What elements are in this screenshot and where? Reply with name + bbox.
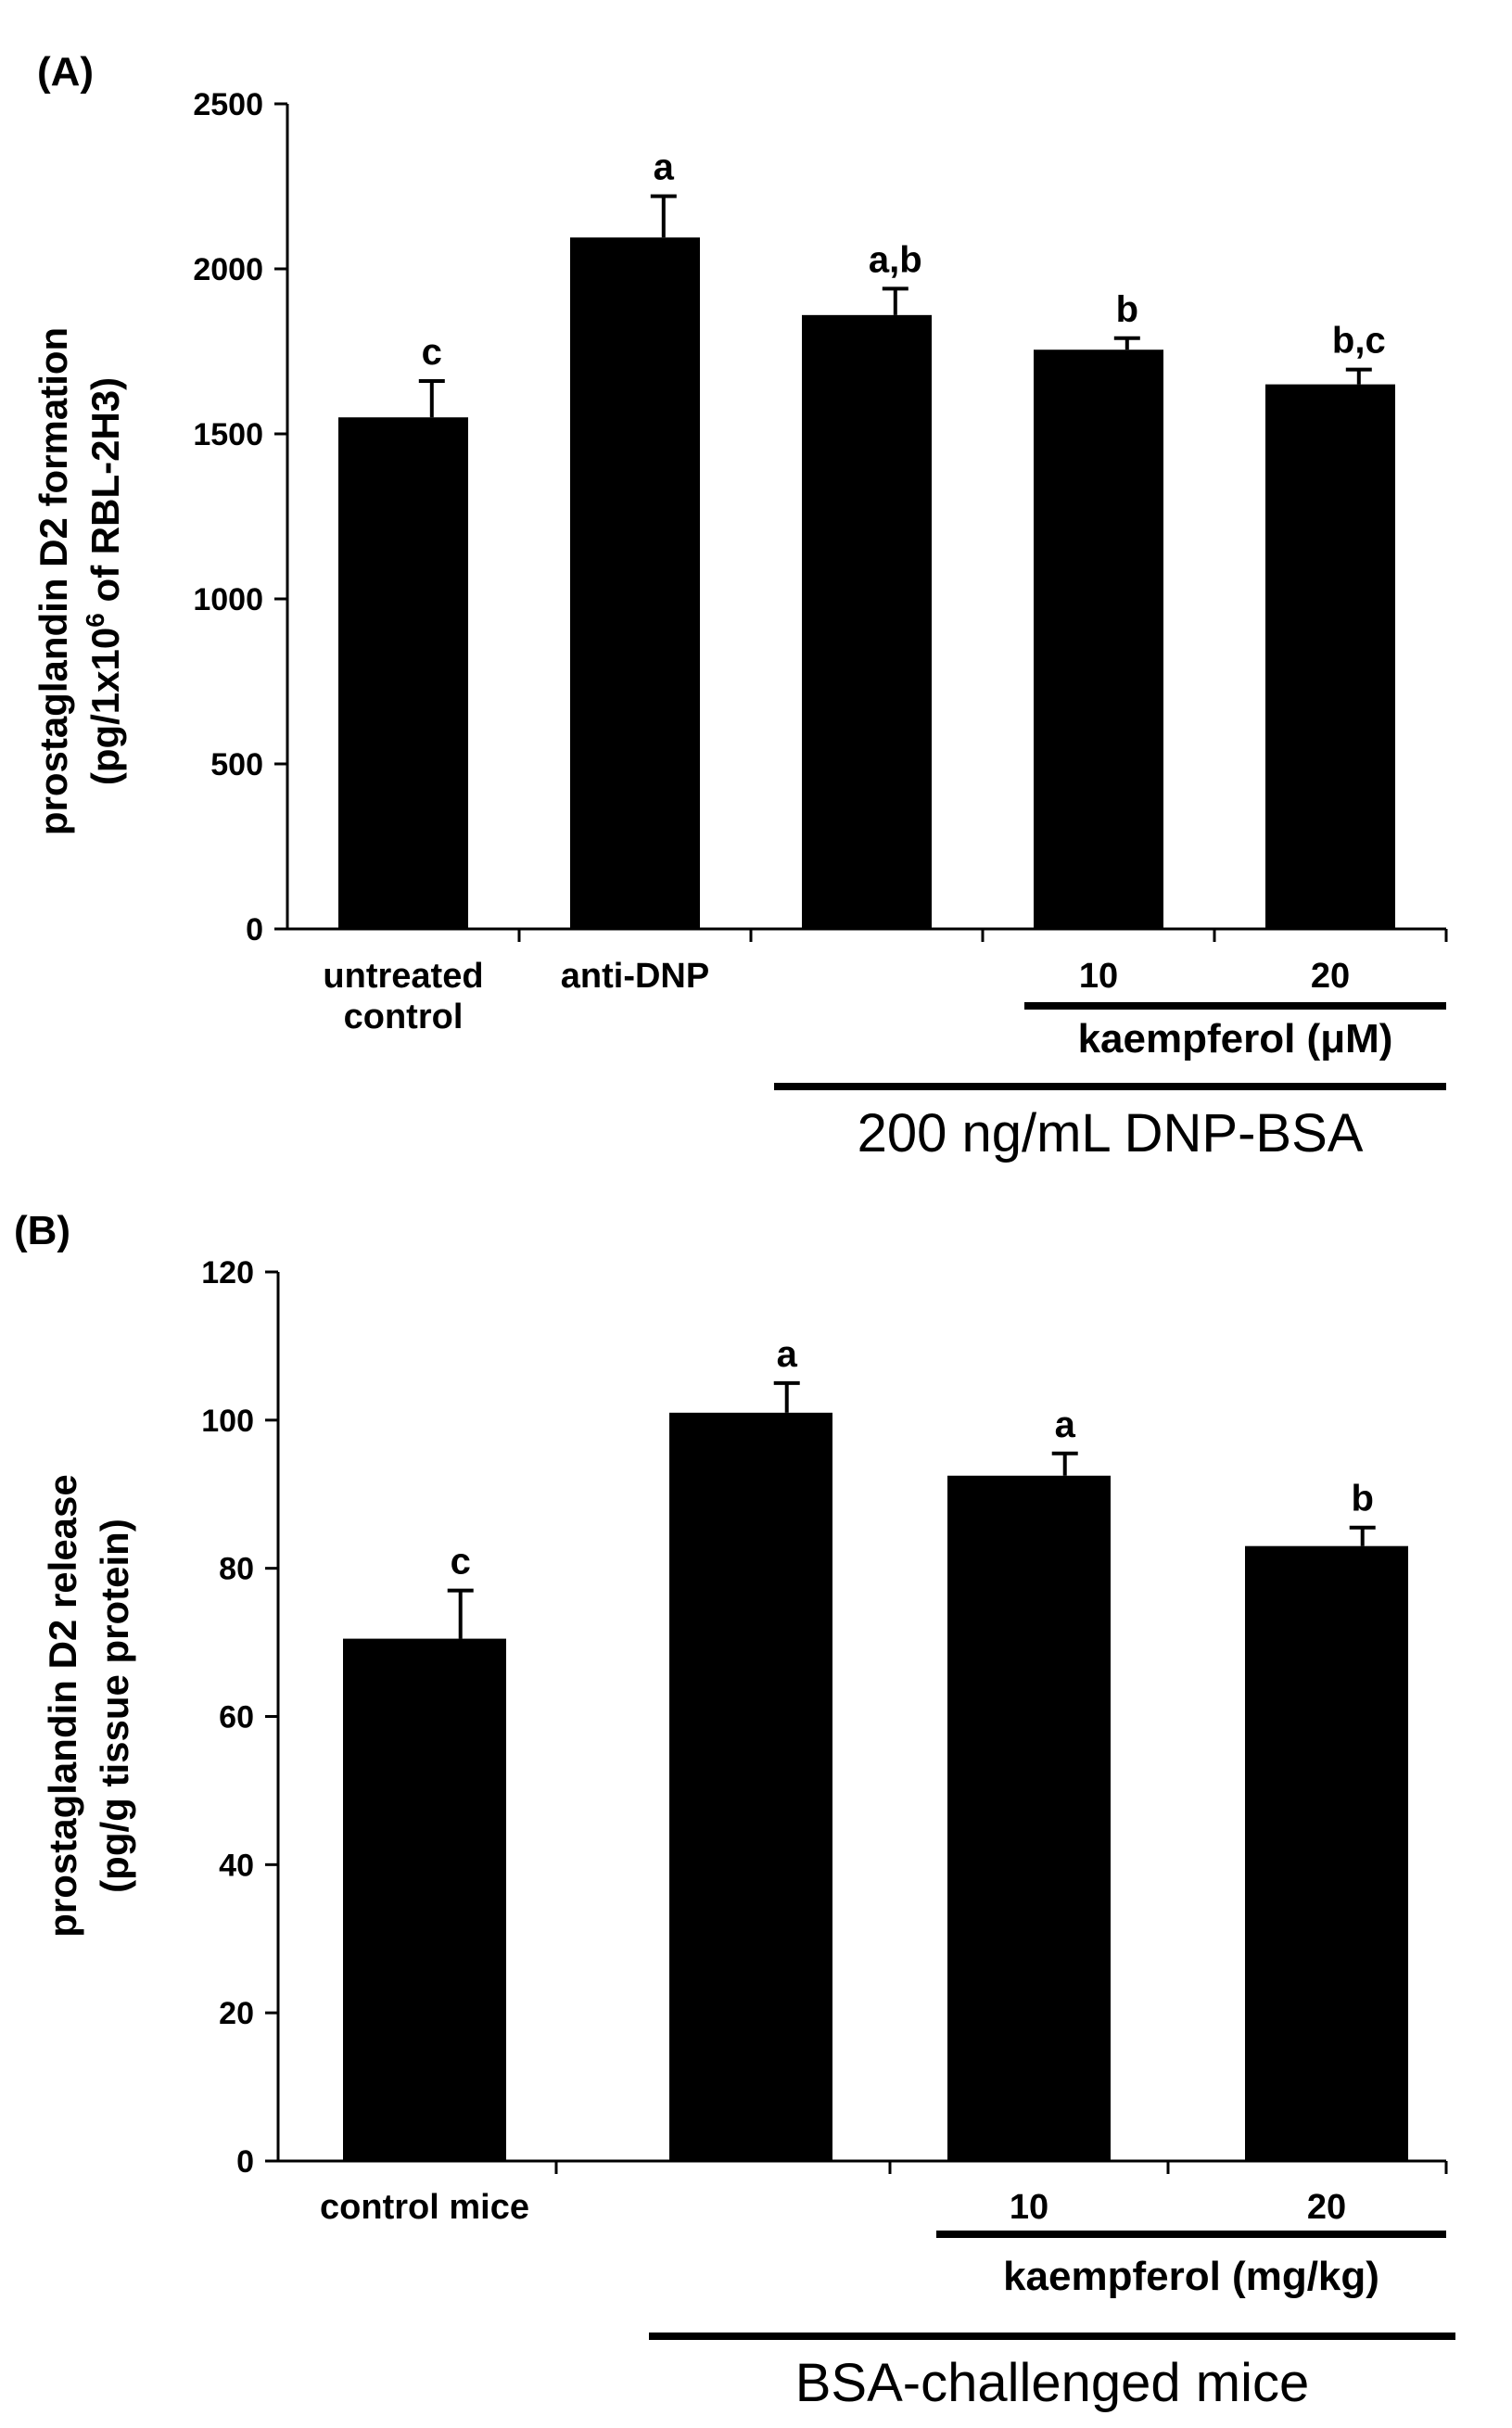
y-axis-label-a: prostaglandin D2 formation (pg/1x106 of …	[32, 327, 127, 835]
y-axis-label-b: prostaglandin D2 release (pg/g tissue pr…	[41, 1474, 136, 1938]
category-label: 10	[1010, 2188, 1048, 2227]
significance-label: a	[777, 1334, 798, 1375]
y-tick-label: 120	[201, 1255, 254, 1290]
bar	[338, 417, 468, 929]
bar	[1034, 350, 1163, 930]
y-axis-label-a-line2: (pg/1x106 of RBL-2H3)	[81, 377, 127, 785]
bar	[802, 314, 932, 930]
category-label: anti-DNP	[561, 957, 709, 996]
y-tick-label: 60	[219, 1700, 254, 1735]
bar	[570, 237, 700, 929]
y-tick-label: 2500	[193, 87, 263, 122]
significance-label: c	[422, 332, 442, 373]
significance-label: a	[654, 147, 675, 188]
significance-label: a,b	[869, 239, 922, 280]
y-tick-label: 2000	[193, 252, 263, 287]
y-tick-label: 20	[219, 1996, 254, 2031]
bar	[343, 1638, 506, 2161]
group-label: 200 ng/mL DNP-BSA	[858, 1103, 1364, 1163]
significance-label: a	[1055, 1405, 1076, 1445]
bar	[1265, 384, 1395, 930]
category-label: 10	[1079, 957, 1118, 996]
panel-label-a: (A)	[37, 49, 94, 95]
category-label: control mice	[320, 2188, 529, 2227]
bar	[947, 1475, 1111, 2161]
category-label: 20	[1307, 2188, 1346, 2227]
y-tick-label: 500	[210, 747, 263, 782]
category-label: control	[344, 998, 464, 1036]
y-tick-label: 0	[246, 912, 263, 947]
significance-label: b	[1116, 289, 1138, 330]
significance-label: b	[1352, 1479, 1374, 1519]
group-label: BSA-challenged mice	[795, 2353, 1310, 2413]
y-tick-label: 1500	[193, 417, 263, 452]
y-tick-label: 80	[219, 1552, 254, 1587]
bar	[669, 1412, 832, 2161]
category-label: untreated	[323, 957, 483, 996]
y-axis-label-b-line2: (pg/g tissue protein)	[93, 1519, 136, 1893]
y-tick-label: 100	[201, 1404, 254, 1439]
category-label: 20	[1311, 957, 1350, 996]
panel-label-b: (B)	[14, 1208, 70, 1253]
significance-label: b,c	[1332, 321, 1386, 362]
y-tick-label: 40	[219, 1848, 254, 1883]
y-tick-label: 1000	[193, 582, 263, 617]
chart-panel-b: 0 20 40 60 80 100 120 c control mice a a 10 b 20 kaemp…	[201, 1255, 1455, 2413]
significance-label: c	[451, 1542, 471, 1583]
y-tick-label: 0	[236, 2144, 254, 2180]
y-axis-label-b-line1: prostaglandin D2 release	[41, 1474, 84, 1938]
y-axis-label-a-line1: prostaglandin D2 formation	[32, 327, 75, 835]
group-label: kaempferol (μM)	[1078, 1016, 1393, 1061]
group-label: kaempferol (mg/kg)	[1003, 2254, 1379, 2299]
bar	[1245, 1545, 1408, 2161]
